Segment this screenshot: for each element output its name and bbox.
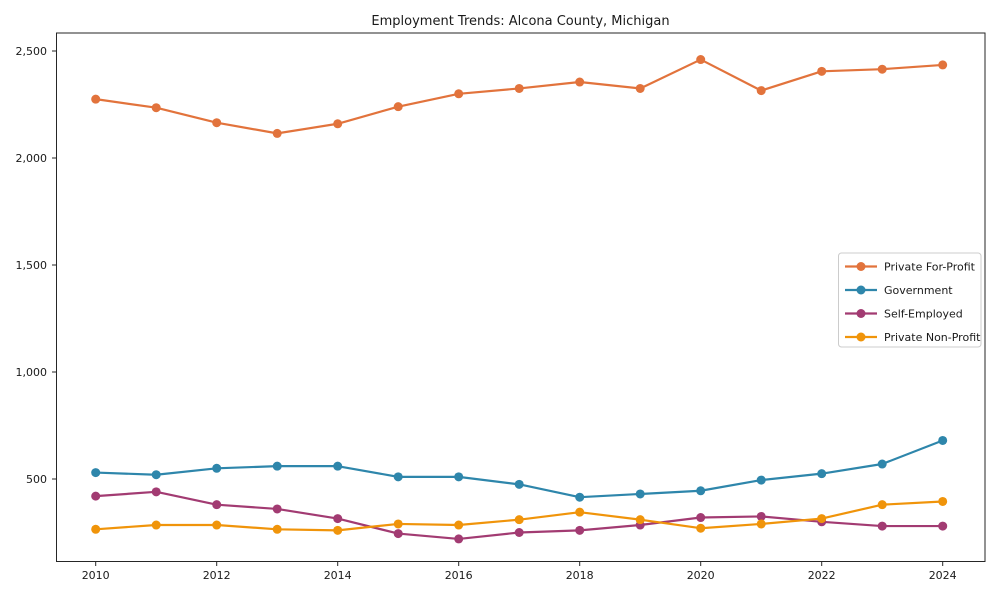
data-point (938, 60, 948, 70)
x-tick-label: 2016 (445, 569, 473, 582)
data-point (91, 491, 101, 501)
x-tick-label: 2020 (687, 569, 715, 582)
series-line (94, 58, 944, 135)
data-point (514, 515, 524, 525)
series-government (91, 435, 948, 502)
data-point (575, 507, 585, 517)
data-point (575, 492, 585, 502)
data-point (272, 128, 282, 138)
data-point (575, 77, 585, 87)
data-point (938, 496, 948, 506)
x-tick-label: 2014 (324, 569, 352, 582)
data-point (212, 463, 222, 473)
data-point (696, 486, 706, 496)
legend-marker-dot (856, 262, 866, 271)
y-tick-label: 2,500 (16, 45, 48, 58)
legend: Private For-Profit Government Self-Employe… (838, 252, 982, 348)
data-point (272, 504, 282, 514)
x-tick-label: 2022 (808, 569, 836, 582)
y-tick-label: 500 (26, 473, 47, 486)
legend-label: Self-Employed (884, 308, 963, 321)
data-point (212, 500, 222, 510)
data-point (91, 94, 101, 104)
data-point (272, 524, 282, 534)
y-tick-label: 1,500 (16, 259, 48, 272)
data-point (333, 461, 343, 471)
data-point (514, 83, 524, 93)
data-point (393, 529, 403, 539)
data-point (635, 489, 645, 499)
data-point (151, 520, 161, 530)
legend-marker-dot (856, 285, 866, 295)
data-point (333, 525, 343, 535)
series-private-non-profit (91, 496, 948, 535)
series-private-for-profit (91, 55, 948, 138)
data-point (454, 89, 464, 99)
data-point (91, 468, 101, 478)
data-point (575, 525, 585, 535)
data-point (393, 519, 403, 529)
data-point (454, 472, 464, 482)
data-point (877, 459, 887, 469)
legend-item: Government (845, 284, 953, 297)
data-point (817, 469, 827, 479)
data-point (91, 524, 101, 534)
data-point (756, 519, 766, 529)
data-point (151, 103, 161, 113)
x-tick-label: 2024 (929, 569, 957, 582)
x-tick-label: 2018 (566, 569, 594, 582)
legend-item: Self-Employed (845, 308, 963, 321)
data-point (817, 514, 827, 524)
y-tick-label: 2,000 (16, 152, 48, 165)
data-point (756, 511, 766, 521)
x-tick-label: 2010 (82, 569, 110, 582)
data-point (393, 472, 403, 482)
plot-frame (56, 32, 986, 562)
data-point (756, 86, 766, 96)
data-point (212, 118, 222, 128)
data-point (393, 102, 403, 112)
data-point (514, 528, 524, 537)
data-point (212, 520, 222, 530)
data-point (272, 461, 282, 471)
data-point (151, 470, 161, 480)
data-point (696, 523, 706, 533)
legend-label: Private For-Profit (884, 261, 976, 274)
data-point (938, 521, 948, 531)
y-axis: 2,500 2,000 1,500 1,000 500 (16, 45, 57, 486)
legend-item: Private For-Profit (845, 261, 976, 274)
data-point (454, 534, 464, 544)
data-point (696, 513, 706, 523)
data-point (877, 521, 887, 531)
legend-box (838, 252, 982, 348)
data-point (333, 514, 343, 524)
data-point (696, 55, 706, 65)
legend-label: Government (884, 284, 953, 297)
data-point (938, 435, 948, 445)
data-point (333, 119, 343, 129)
data-point (514, 479, 524, 489)
legend-marker-dot (856, 309, 866, 318)
data-point (635, 515, 645, 525)
y-tick-label: 1,000 (16, 366, 48, 379)
legend-label: Private Non-Profit (884, 331, 981, 344)
data-point (877, 500, 887, 510)
data-point (151, 487, 161, 497)
legend-item: Private Non-Profit (845, 331, 981, 344)
data-point (756, 475, 766, 485)
x-axis: 2010 2012 2014 2016 2018 2020 2022 2024 (82, 561, 957, 582)
data-point (877, 64, 887, 74)
chart-title: Employment Trends: Alcona County, Michig… (371, 14, 669, 29)
legend-marker-dot (856, 332, 866, 342)
data-point (454, 520, 464, 530)
data-point (817, 66, 827, 76)
x-tick-label: 2012 (203, 569, 231, 582)
data-point (635, 83, 645, 93)
series-lines (91, 55, 948, 544)
